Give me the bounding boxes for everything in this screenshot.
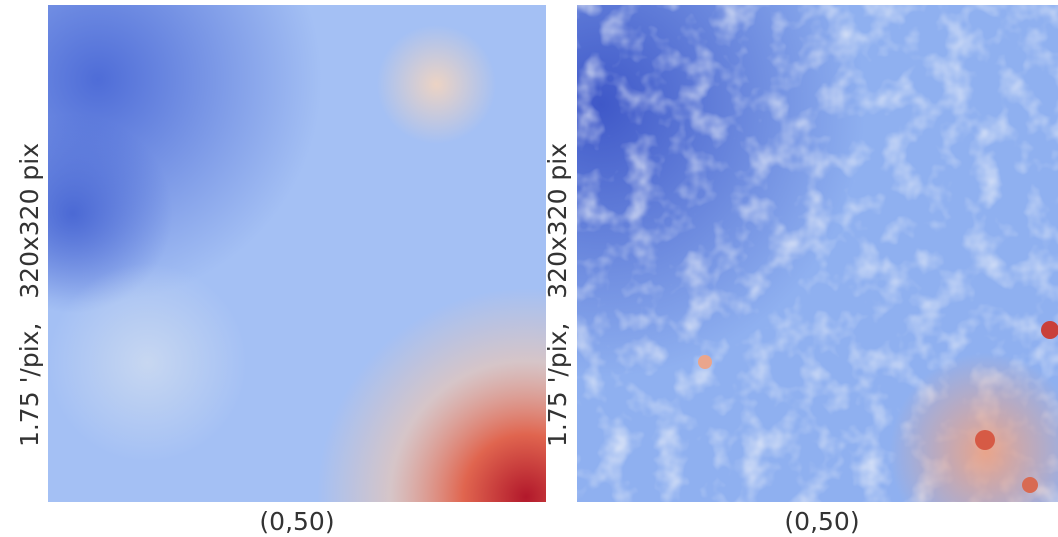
heatmap-right (577, 5, 1058, 502)
y-axis-label: 1.75 '/pix, 320x320 pix (543, 143, 572, 447)
figure: 1.75 '/pix, 320x320 pix (0,50) 1.75 '/pi… (0, 0, 1058, 537)
page: 1.75 '/pix, 320x320 pix (0,50) 1.75 '/pi… (0, 0, 1058, 537)
x-axis-label: (0,50) (784, 507, 859, 536)
heatmap-left (48, 5, 546, 502)
x-axis-label: (0,50) (259, 507, 334, 536)
y-axis-label: 1.75 '/pix, 320x320 pix (15, 143, 44, 447)
